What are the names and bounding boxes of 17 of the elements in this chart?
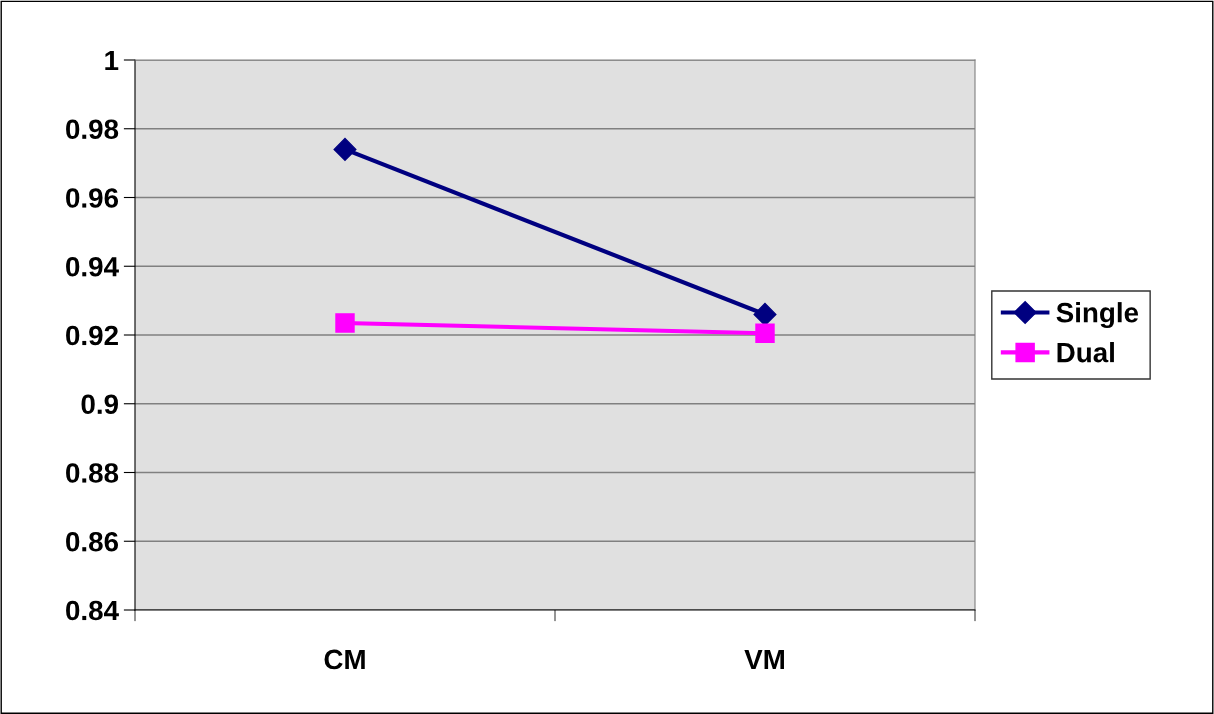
- y-tick-label: 0.88: [66, 463, 119, 483]
- y-tick-label: 0.94: [66, 256, 119, 277]
- y-tick-label: 0.92: [66, 325, 118, 346]
- legend-label: Dual: [1057, 342, 1114, 363]
- y-tick-label: 0.96: [66, 188, 119, 208]
- x-tick-label: VM: [744, 649, 784, 670]
- point: [753, 302, 777, 326]
- y-tick-label: 0.86: [66, 531, 119, 552]
- legend-label: Single: [1056, 302, 1139, 329]
- x-tick-label: CM: [324, 649, 365, 670]
- y-tick-label: 0.9: [81, 394, 118, 415]
- y-tick-label: 1: [105, 50, 119, 71]
- y-tick-label: 0.84: [66, 600, 119, 621]
- point: [755, 323, 775, 344]
- y-tick-label: 0.98: [66, 119, 119, 140]
- point: [333, 137, 357, 161]
- point: [335, 313, 355, 333]
